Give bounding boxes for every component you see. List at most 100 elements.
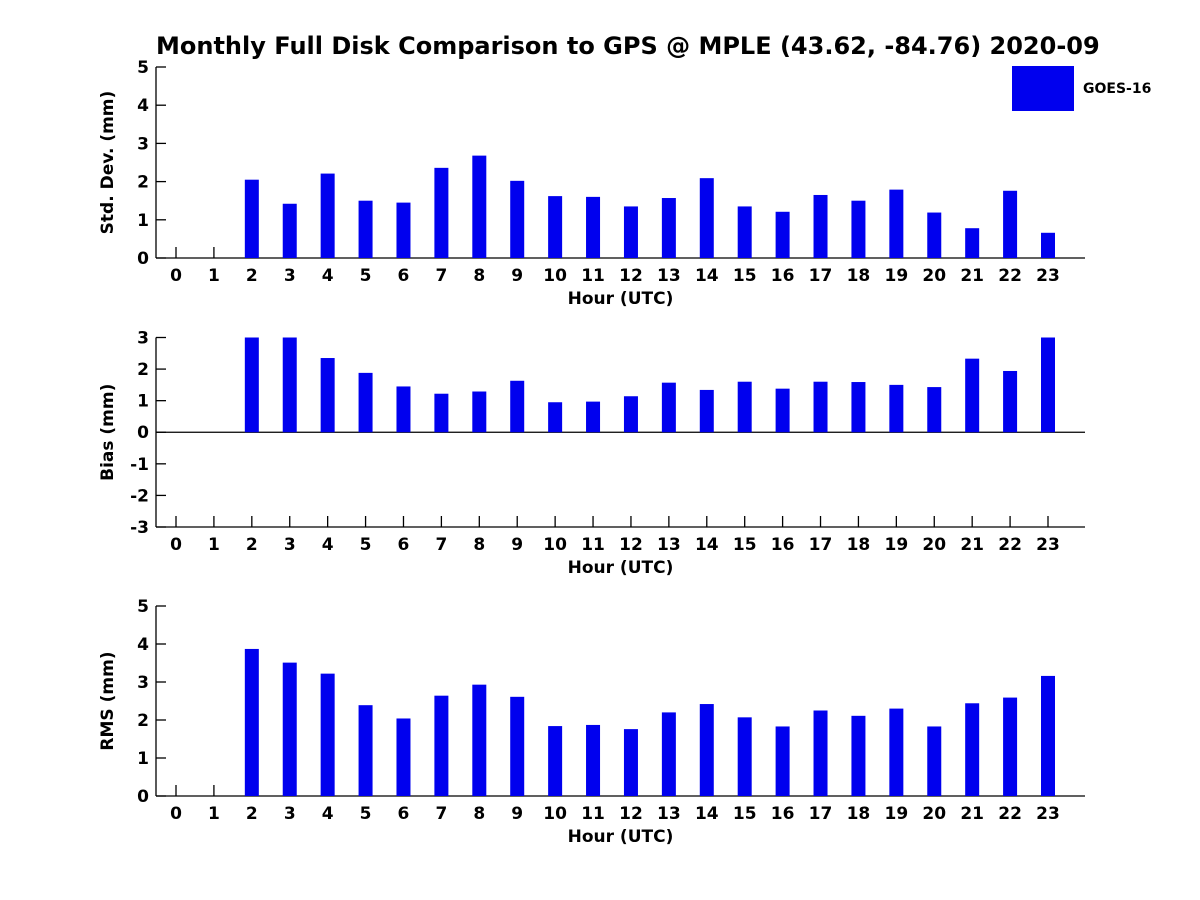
x-tick-label: 15 [733, 266, 757, 286]
bar-hour-11 [586, 724, 601, 796]
bar-hour-2 [244, 648, 259, 796]
bar-hour-23 [1041, 337, 1055, 433]
x-tick-label: 19 [885, 804, 909, 824]
x-tick-label: 19 [885, 266, 909, 286]
x-tick-label: 15 [733, 804, 757, 824]
bar-hour-10 [548, 726, 563, 796]
x-tick-label: 14 [695, 535, 719, 555]
x-tick-label: 8 [473, 535, 485, 555]
x-tick-label: 7 [435, 535, 447, 555]
x-tick-label: 6 [398, 535, 410, 555]
x-tick-label: 7 [435, 266, 447, 286]
bar-hour-7 [434, 695, 449, 796]
bar-hour-9 [510, 380, 525, 433]
x-tick-label: 5 [360, 804, 372, 824]
x-tick-label: 8 [473, 266, 485, 286]
bar-hour-21 [965, 703, 980, 796]
bar-hour-16 [775, 388, 790, 433]
y-tick-label: 1 [137, 211, 149, 231]
x-tick-label: 11 [581, 804, 605, 824]
x-tick-label: 23 [1036, 804, 1060, 824]
y-tick-label: 0 [137, 423, 149, 443]
x-tick-label: 20 [922, 535, 946, 555]
bar-hour-22 [1003, 370, 1018, 433]
x-tick-label: 10 [543, 266, 567, 286]
bar-hour-6 [396, 386, 411, 433]
x-tick-label: 14 [695, 266, 719, 286]
x-tick-label: 11 [581, 535, 605, 555]
bar-hour-21 [965, 228, 980, 258]
y-tick-label: 4 [137, 96, 149, 116]
x-tick-label: 2 [246, 804, 258, 824]
y-tick-label: -1 [130, 455, 149, 475]
x-tick-label: 0 [170, 535, 182, 555]
x-tick-label: 14 [695, 804, 719, 824]
y-tick-label: 1 [137, 749, 149, 769]
x-tick-label: 20 [922, 266, 946, 286]
x-tick-label: 16 [771, 804, 795, 824]
bar-hour-3 [282, 662, 297, 796]
y-tick-label: 2 [137, 360, 149, 380]
x-tick-label: 20 [922, 804, 946, 824]
bar-hour-23 [1041, 232, 1055, 258]
y-tick-label: 0 [137, 787, 149, 807]
bar-hour-9 [510, 696, 525, 796]
bar-hour-2 [244, 337, 259, 433]
x-tick-label: 7 [435, 804, 447, 824]
x-tick-label: 18 [847, 535, 871, 555]
x-axis-label: Hour (UTC) [568, 827, 674, 847]
x-tick-label: 6 [398, 804, 410, 824]
y-tick-label: 3 [137, 134, 149, 154]
x-tick-label: 2 [246, 266, 258, 286]
x-tick-label: 8 [473, 804, 485, 824]
y-tick-label: 0 [137, 249, 149, 269]
y-tick-label: 2 [137, 711, 149, 731]
bar-hour-22 [1003, 697, 1018, 796]
bar-hour-3 [282, 203, 297, 258]
x-tick-label: 16 [771, 535, 795, 555]
x-tick-label: 15 [733, 535, 757, 555]
x-tick-label: 4 [322, 535, 334, 555]
x-tick-label: 16 [771, 266, 795, 286]
bar-hour-5 [358, 705, 373, 796]
bar-hour-4 [320, 358, 335, 433]
y-axis-label: RMS (mm) [98, 651, 118, 750]
bar-hour-5 [358, 372, 373, 433]
x-axis-label: Hour (UTC) [568, 289, 674, 309]
bar-hour-16 [775, 726, 790, 796]
bar-hour-10 [548, 402, 563, 433]
y-tick-label: 4 [137, 635, 149, 655]
bar-hour-20 [927, 387, 942, 433]
legend-swatch-goes16 [1012, 66, 1074, 111]
x-tick-label: 4 [322, 804, 334, 824]
x-tick-label: 1 [208, 535, 220, 555]
x-tick-label: 9 [511, 535, 523, 555]
x-axis-label: Hour (UTC) [568, 558, 674, 578]
bar-hour-8 [472, 684, 487, 796]
x-tick-label: 12 [619, 535, 643, 555]
x-tick-label: 13 [657, 535, 681, 555]
bar-hour-4 [320, 673, 335, 796]
bar-hour-6 [396, 202, 411, 258]
bar-hour-15 [737, 381, 752, 433]
bar-hour-12 [623, 206, 638, 258]
chart-title: Monthly Full Disk Comparison to GPS @ MP… [156, 32, 1100, 60]
bar-hour-14 [699, 178, 714, 258]
bar-hour-13 [661, 712, 676, 796]
x-tick-label: 23 [1036, 266, 1060, 286]
bar-hour-12 [623, 729, 638, 796]
x-tick-label: 3 [284, 804, 296, 824]
bar-hour-14 [699, 704, 714, 796]
x-tick-label: 0 [170, 266, 182, 286]
bar-hour-17 [813, 194, 828, 258]
y-tick-label: -2 [130, 486, 149, 506]
x-tick-label: 5 [360, 266, 372, 286]
y-tick-label: 5 [137, 597, 149, 617]
bar-hour-22 [1003, 190, 1018, 258]
bar-hour-8 [472, 391, 487, 433]
x-tick-label: 13 [657, 266, 681, 286]
bar-hour-7 [434, 167, 449, 258]
